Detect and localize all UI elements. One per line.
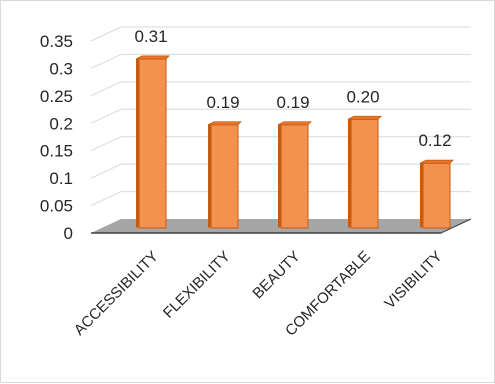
data-label: 0.31 [134,27,167,46]
category-label: FLEXIBILITY [160,248,234,322]
gridline-diagonal [90,26,122,42]
data-label: 0.19 [276,93,309,112]
y-tick-label: 0.1 [49,169,73,188]
gridline-diagonal [90,136,122,152]
data-label: 0.12 [418,131,451,150]
x-axis-line-depth [440,218,472,234]
bar-top [347,115,382,120]
y-tick-label: 0 [64,224,73,243]
category-label: BEAUTY [249,248,303,302]
bar [347,115,382,229]
gridline-diagonal [90,108,122,124]
y-tick-label: 0.05 [40,197,73,216]
bars [135,55,454,229]
y-tick-label: 0.2 [49,114,73,133]
data-label: 0.19 [206,93,239,112]
bar [419,159,454,229]
y-tick-label: 0.35 [40,32,73,51]
gridline-diagonal [90,81,122,97]
data-labels: 0.31 0.19 0.19 0.20 0.12 [134,27,451,150]
bar-front [350,118,379,229]
bar-front [422,162,451,229]
y-tick-label: 0.15 [40,142,73,161]
bar-top [419,159,454,164]
bar-front [210,124,239,229]
data-label: 0.20 [346,87,379,106]
y-tick-label: 0.25 [40,87,73,106]
bar [135,55,170,229]
bar-front [280,124,309,229]
bar-front [138,58,167,229]
gridline-diagonal [90,53,122,69]
y-tick-label: 0.3 [49,59,73,78]
category-label: ACCESSIBILITY [71,248,162,339]
y-axis: 0 0.05 0.1 0.15 0.2 0.25 0.3 0.35 [40,32,73,243]
gridline-diagonal [90,191,122,207]
gridline-diagonal [90,163,122,179]
category-label: VISIBILITY [381,248,445,312]
bar-top [135,55,170,60]
bar-top [207,121,242,126]
bar [277,121,312,229]
bar [207,121,242,229]
bar-top [277,121,312,126]
